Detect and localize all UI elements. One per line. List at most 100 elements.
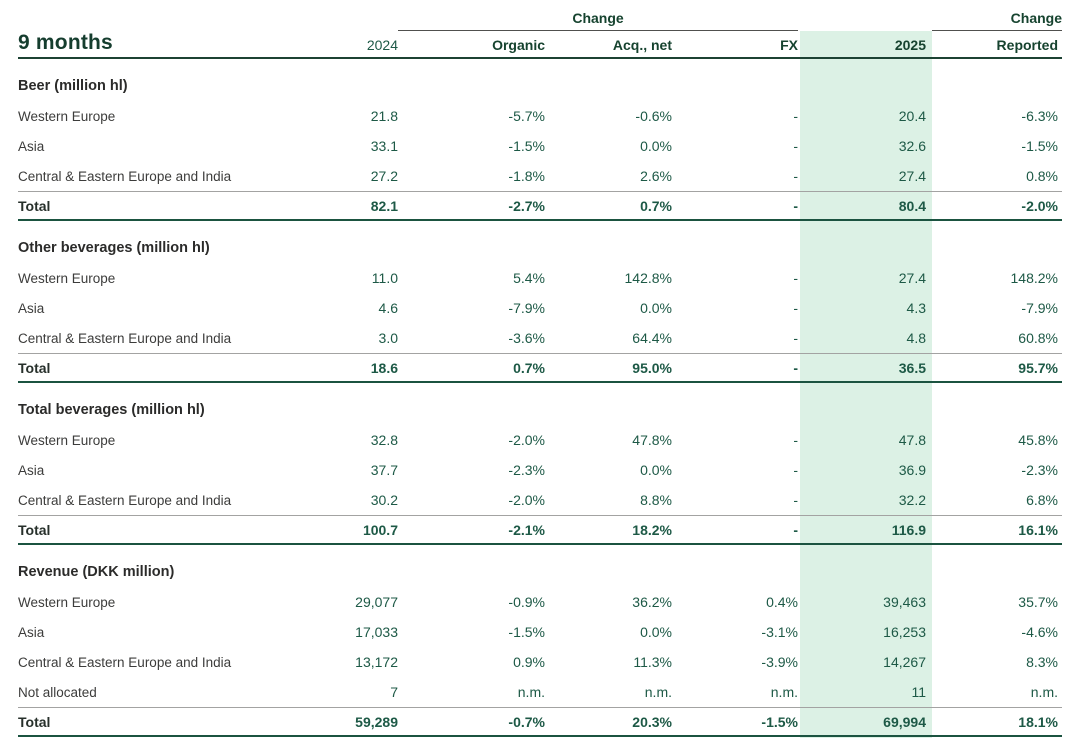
cell-acq-net: 20.3%	[632, 713, 672, 730]
cell-organic: -2.1%	[508, 521, 545, 538]
cell-fx: n.m.	[770, 684, 798, 700]
cell-2025: 36.9	[898, 462, 926, 478]
cell-reported: -1.5%	[1021, 138, 1058, 154]
cell-organic: -3.6%	[508, 330, 545, 346]
row-label: Western Europe	[18, 270, 116, 286]
section-header-row: Revenue (DKK million)	[18, 555, 1062, 587]
section-header-row: Total beverages (million hl)	[18, 393, 1062, 425]
cell-acq-net: n.m.	[644, 684, 672, 700]
cell-fx: -	[793, 359, 798, 376]
cell-reported: -2.3%	[1021, 462, 1058, 478]
cell-reported: 45.8%	[1018, 432, 1058, 448]
total-row: Total 59,289 -0.7% 20.3% -1.5% 69,994 18…	[18, 707, 1062, 737]
cell-fx: -	[793, 462, 798, 478]
cell-reported: 35.7%	[1018, 594, 1058, 610]
row-label: Western Europe	[18, 432, 116, 448]
table-header: Change Change 9 months 2024 Organic Acq.…	[18, 8, 1062, 59]
table-row: Central & Eastern Europe and India 3.0 -…	[18, 323, 1062, 353]
cell-reported: 8.3%	[1026, 654, 1058, 670]
cell-2025: 4.3	[906, 300, 926, 316]
section-total-beverages: Total beverages (million hl) Western Eur…	[18, 393, 1062, 545]
cell-2024: 29,077	[355, 594, 398, 610]
row-label: Asia	[18, 624, 45, 640]
change-reported-header: Change	[932, 10, 1062, 31]
table-row: Western Europe 32.8 -2.0% 47.8% - 47.8 4…	[18, 425, 1062, 455]
cell-organic: 0.7%	[513, 359, 545, 376]
col-header-2024: 2024	[366, 37, 398, 53]
cell-reported: 60.8%	[1018, 330, 1058, 346]
cell-2025: 32.2	[898, 492, 926, 508]
cell-2024: 32.8	[370, 432, 398, 448]
cell-2025: 36.5	[898, 359, 926, 376]
cell-acq-net: 11.3%	[633, 654, 672, 670]
cell-2024: 59,289	[355, 713, 398, 730]
section-header-row: Beer (million hl)	[18, 69, 1062, 101]
cell-2025: 69,994	[883, 713, 926, 730]
cell-acq-net: 18.2%	[632, 521, 672, 538]
cell-2025: 4.8	[906, 330, 926, 346]
row-label: Central & Eastern Europe and India	[18, 654, 232, 670]
table-row: Not allocated 7 n.m. n.m. n.m. 11 n.m.	[18, 677, 1062, 707]
col-header-2025: 2025	[894, 37, 926, 53]
cell-2025: 27.4	[898, 168, 926, 184]
cell-organic: -2.0%	[508, 492, 545, 508]
cell-fx: -1.5%	[761, 713, 798, 730]
table-row: Western Europe 11.0 5.4% 142.8% - 27.4 1…	[18, 263, 1062, 293]
cell-reported: n.m.	[1030, 684, 1058, 700]
section-title: Total beverages (million hl)	[18, 402, 205, 418]
row-label: Not allocated	[18, 684, 97, 700]
cell-organic: -1.5%	[508, 624, 545, 640]
cell-acq-net: -0.6%	[635, 108, 672, 124]
cell-2024: 37.7	[370, 462, 398, 478]
table-row: Western Europe 21.8 -5.7% -0.6% - 20.4 -…	[18, 101, 1062, 131]
table-row: Central & Eastern Europe and India 30.2 …	[18, 485, 1062, 515]
cell-organic: n.m.	[517, 684, 545, 700]
row-label: Central & Eastern Europe and India	[18, 168, 232, 184]
section-title: Beer (million hl)	[18, 78, 128, 94]
cell-fx: -	[793, 300, 798, 316]
cell-reported: -4.6%	[1021, 624, 1058, 640]
row-label: Asia	[18, 462, 45, 478]
change-header-row: Change Change	[18, 8, 1062, 31]
cell-acq-net: 0.7%	[640, 197, 672, 214]
change-group-header: Change	[398, 10, 798, 31]
cell-2024: 17,033	[355, 624, 398, 640]
cell-2024: 100.7	[362, 521, 398, 538]
cell-2024: 3.0	[378, 330, 398, 346]
cell-acq-net: 0.0%	[640, 624, 672, 640]
total-row: Total 100.7 -2.1% 18.2% - 116.9 16.1%	[18, 515, 1062, 545]
row-label: Western Europe	[18, 108, 116, 124]
section-header-row: Other beverages (million hl)	[18, 231, 1062, 263]
table-row: Western Europe 29,077 -0.9% 36.2% 0.4% 3…	[18, 587, 1062, 617]
row-label: Total	[18, 197, 51, 214]
section-title: Revenue (DKK million)	[18, 564, 175, 580]
cell-fx: -	[793, 197, 798, 214]
section-other-beverages: Other beverages (million hl) Western Eur…	[18, 231, 1062, 383]
cell-reported: 0.8%	[1026, 168, 1058, 184]
cell-2024: 11.0	[371, 270, 398, 286]
cell-acq-net: 0.0%	[640, 300, 672, 316]
cell-fx: 0.4%	[766, 594, 798, 610]
cell-2024: 18.6	[370, 359, 398, 376]
row-label: Total	[18, 713, 51, 730]
cell-2025: 14,267	[883, 654, 926, 670]
table-row: Asia 33.1 -1.5% 0.0% - 32.6 -1.5%	[18, 131, 1062, 161]
cell-acq-net: 95.0%	[632, 359, 672, 376]
cell-organic: -1.8%	[508, 168, 545, 184]
cell-fx: -	[793, 168, 798, 184]
cell-fx: -	[793, 330, 798, 346]
table-row: Asia 37.7 -2.3% 0.0% - 36.9 -2.3%	[18, 455, 1062, 485]
cell-fx: -	[793, 270, 798, 286]
cell-fx: -	[793, 432, 798, 448]
table-row: Central & Eastern Europe and India 27.2 …	[18, 161, 1062, 191]
page-title: 9 months	[18, 31, 113, 54]
cell-acq-net: 47.8%	[632, 432, 672, 448]
cell-2024: 27.2	[370, 168, 398, 184]
cell-organic: 0.9%	[513, 654, 545, 670]
cell-fx: -	[793, 492, 798, 508]
cell-acq-net: 36.2%	[632, 594, 672, 610]
cell-fx: -	[793, 108, 798, 124]
row-label: Central & Eastern Europe and India	[18, 330, 232, 346]
cell-2024: 33.1	[370, 138, 398, 154]
